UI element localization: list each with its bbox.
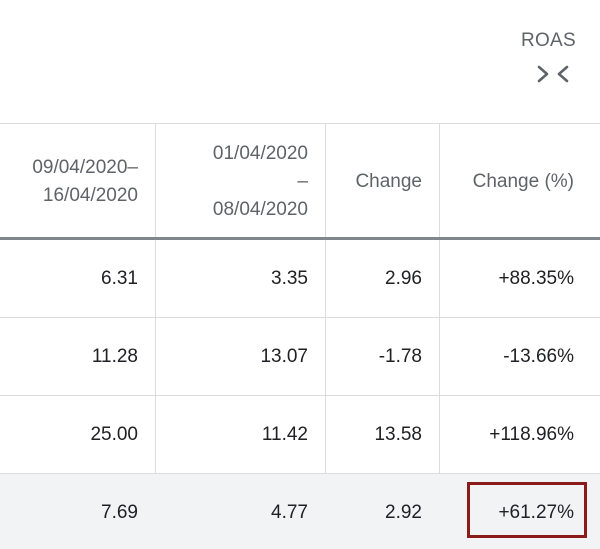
table-row[interactable]: 11.28 13.07 -1.78 -13.66%	[0, 318, 600, 396]
cell-current: 6.31	[101, 268, 138, 289]
header-line: Change (%)	[472, 170, 574, 192]
roas-group-header: ROAS	[0, 0, 600, 124]
header-line: 01/04/2020	[212, 142, 308, 164]
cell-current: 11.28	[91, 346, 138, 367]
cell-current: 25.00	[90, 424, 138, 445]
group-title: ROAS	[520, 30, 576, 51]
cell-current: 7.69	[101, 502, 138, 523]
header-line: 16/04/2020	[42, 184, 138, 206]
header-line: Change	[355, 170, 422, 192]
cell-change-percent: +118.96%	[489, 424, 574, 445]
header-divider	[0, 237, 600, 240]
column-header-current-period[interactable]: 09/04/2020– 16/04/2020	[0, 124, 156, 239]
cell-previous: 11.42	[261, 424, 308, 445]
table-row[interactable]: 6.31 3.35 2.96 +88.35%	[0, 240, 600, 318]
collapse-columns-icon[interactable]	[534, 62, 574, 86]
header-line: –	[297, 170, 308, 192]
cell-change-percent: -13.66%	[503, 346, 574, 367]
cell-previous: 3.35	[271, 268, 308, 289]
cell-change: 13.58	[374, 424, 422, 445]
cell-change-percent: +88.35%	[498, 268, 574, 289]
column-header-change[interactable]: Change	[326, 124, 440, 239]
column-header-change-percent[interactable]: Change (%)	[440, 124, 600, 239]
table-row[interactable]: 25.00 11.42 13.58 +118.96%	[0, 396, 600, 474]
column-header-previous-period[interactable]: 01/04/2020 – 08/04/2020	[156, 124, 326, 239]
header-line: 08/04/2020	[212, 198, 308, 220]
column-divider	[155, 124, 156, 549]
cell-previous: 13.07	[260, 346, 308, 367]
column-divider	[439, 124, 440, 549]
cell-change-percent: +61.27%	[498, 502, 574, 523]
cell-change: 2.92	[385, 502, 422, 523]
table-row-highlighted[interactable]: 7.69 4.77 2.92 +61.27%	[0, 474, 600, 549]
cell-change: 2.96	[385, 268, 422, 289]
cell-previous: 4.77	[271, 502, 308, 523]
cell-change: -1.78	[378, 346, 422, 367]
header-line: 09/04/2020–	[32, 156, 138, 178]
column-divider	[325, 124, 326, 549]
